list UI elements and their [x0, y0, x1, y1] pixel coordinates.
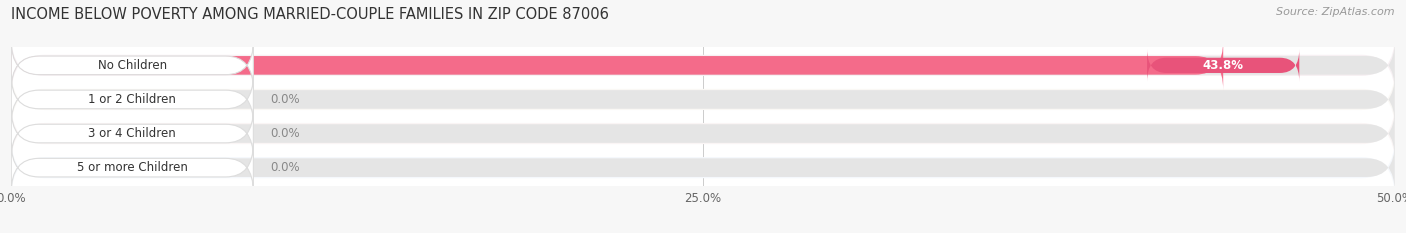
- FancyBboxPatch shape: [11, 137, 1395, 198]
- FancyBboxPatch shape: [11, 109, 1395, 158]
- Text: 3 or 4 Children: 3 or 4 Children: [89, 127, 176, 140]
- FancyBboxPatch shape: [11, 41, 1223, 90]
- FancyBboxPatch shape: [11, 143, 1395, 192]
- FancyBboxPatch shape: [11, 143, 253, 192]
- Text: No Children: No Children: [98, 59, 167, 72]
- Text: 1 or 2 Children: 1 or 2 Children: [89, 93, 176, 106]
- Text: 5 or more Children: 5 or more Children: [77, 161, 188, 174]
- FancyBboxPatch shape: [11, 109, 253, 158]
- FancyBboxPatch shape: [1147, 49, 1299, 82]
- Text: INCOME BELOW POVERTY AMONG MARRIED-COUPLE FAMILIES IN ZIP CODE 87006: INCOME BELOW POVERTY AMONG MARRIED-COUPL…: [11, 7, 609, 22]
- Text: 0.0%: 0.0%: [270, 127, 299, 140]
- Text: Source: ZipAtlas.com: Source: ZipAtlas.com: [1277, 7, 1395, 17]
- Text: 0.0%: 0.0%: [270, 93, 299, 106]
- FancyBboxPatch shape: [11, 41, 253, 90]
- FancyBboxPatch shape: [11, 75, 253, 124]
- FancyBboxPatch shape: [11, 35, 1395, 96]
- FancyBboxPatch shape: [11, 41, 1395, 90]
- Text: 43.8%: 43.8%: [1202, 59, 1244, 72]
- FancyBboxPatch shape: [11, 75, 1395, 124]
- FancyBboxPatch shape: [11, 103, 1395, 164]
- Text: 0.0%: 0.0%: [270, 161, 299, 174]
- FancyBboxPatch shape: [11, 69, 1395, 130]
